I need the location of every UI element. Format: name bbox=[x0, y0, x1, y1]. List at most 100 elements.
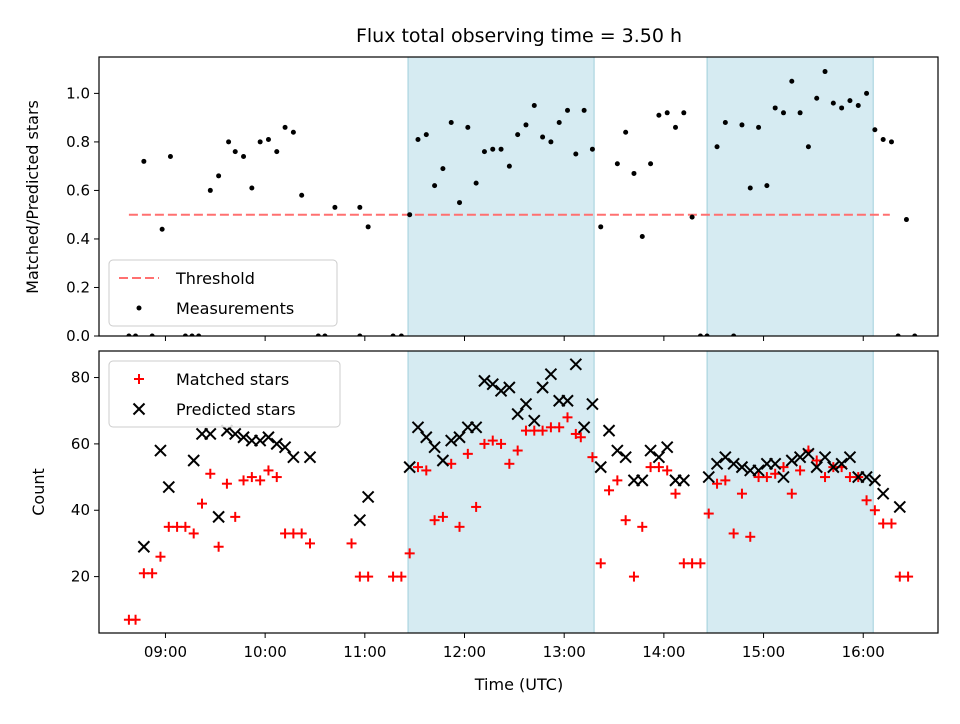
matched-star-point bbox=[147, 568, 158, 579]
matched-star-point bbox=[670, 488, 681, 499]
legend-box bbox=[108, 259, 338, 327]
measurement-point bbox=[689, 214, 695, 220]
axes-frame bbox=[98, 350, 939, 634]
observing-span-2 bbox=[706, 350, 874, 634]
measurement-point bbox=[864, 90, 870, 96]
measurement-point bbox=[722, 120, 728, 126]
measurement-point bbox=[548, 139, 554, 145]
plot-area bbox=[123, 358, 914, 625]
predicted-star-point bbox=[827, 460, 840, 474]
predicted-star-point bbox=[577, 421, 591, 434]
y-tick-label: 40 bbox=[71, 501, 90, 519]
series-matched-stars bbox=[123, 412, 914, 625]
matched-star-point bbox=[471, 501, 482, 512]
matched-star-point bbox=[612, 475, 623, 486]
legend-predicted-label: Predicted stars bbox=[176, 400, 296, 419]
matched-star-point bbox=[246, 472, 257, 483]
matched-star-point bbox=[238, 475, 249, 486]
matched-star-point bbox=[155, 551, 166, 562]
measurement-point bbox=[531, 103, 537, 109]
measurement-point bbox=[423, 132, 429, 138]
predicted-star-point bbox=[602, 424, 616, 437]
predicted-star-point-b bbox=[503, 381, 516, 394]
matched-star-point bbox=[437, 511, 448, 522]
predicted-star-point-b bbox=[544, 368, 558, 381]
matched-star-point bbox=[637, 521, 648, 532]
legend: Threshold Measurements bbox=[108, 259, 338, 327]
matched-star-point bbox=[346, 538, 357, 549]
x-tick-label: 10:00 bbox=[244, 643, 287, 661]
measurement-point bbox=[357, 204, 363, 210]
predicted-star-point-b bbox=[137, 540, 151, 553]
predicted-star-point-b bbox=[843, 450, 857, 464]
measurement-point bbox=[847, 98, 853, 104]
measurement-point bbox=[880, 136, 886, 142]
predicted-star-point bbox=[262, 431, 275, 444]
matched-star-point bbox=[720, 475, 731, 486]
matched-star-point bbox=[786, 488, 797, 499]
predicted-star-point bbox=[253, 434, 267, 447]
legend-predicted-swatch-b bbox=[132, 402, 146, 416]
predicted-star-point-b bbox=[818, 450, 832, 464]
predicted-star-point-b bbox=[187, 454, 200, 467]
predicted-star-point-b bbox=[154, 444, 167, 457]
measurement-point bbox=[473, 180, 479, 186]
predicted-star-point bbox=[469, 421, 483, 434]
predicted-star-point bbox=[353, 513, 367, 527]
predicted-star-point-b bbox=[835, 457, 848, 471]
legend: Matched stars Predicted stars bbox=[108, 360, 341, 428]
measurement-point bbox=[764, 183, 770, 189]
x-tick-label: 13:00 bbox=[543, 643, 586, 661]
x-tick-label: 11:00 bbox=[343, 643, 386, 661]
x-tick-label: 14:00 bbox=[642, 643, 685, 661]
predicted-star-point-b bbox=[785, 454, 799, 467]
predicted-star-point bbox=[702, 470, 715, 484]
legend-predicted-swatch bbox=[132, 402, 146, 416]
matched-star-point bbox=[446, 458, 457, 469]
measurement-point bbox=[797, 110, 803, 116]
measurement-point bbox=[697, 333, 703, 336]
measurement-point bbox=[398, 333, 404, 336]
predicted-star-point bbox=[287, 450, 300, 464]
measurement-point bbox=[448, 120, 454, 126]
measurement-point bbox=[189, 333, 195, 336]
measurement-point bbox=[805, 144, 811, 150]
measurement-point bbox=[506, 163, 512, 169]
measurement-point bbox=[772, 105, 778, 111]
measurement-point bbox=[888, 139, 894, 145]
predicted-star-point-b bbox=[893, 500, 906, 514]
predicted-star-point-b bbox=[727, 457, 740, 471]
predicted-star-point-b bbox=[619, 450, 632, 464]
measurement-point bbox=[664, 110, 670, 116]
predicted-star-point bbox=[519, 397, 533, 411]
matched-star-point bbox=[604, 485, 615, 496]
predicted-star-point bbox=[403, 460, 416, 474]
predicted-star-point-b bbox=[660, 441, 674, 454]
predicted-star-point-b bbox=[860, 470, 873, 484]
predicted-star-point-b bbox=[719, 450, 732, 464]
matched-star-point bbox=[903, 571, 914, 582]
predicted-star-point bbox=[710, 457, 724, 471]
y-tick-label: 1.0 bbox=[66, 84, 90, 102]
predicted-star-point bbox=[768, 457, 782, 471]
matched-star-point bbox=[504, 458, 515, 469]
legend-threshold-label: Threshold bbox=[175, 269, 255, 288]
predicted-star-point bbox=[793, 450, 807, 464]
measurement-point bbox=[241, 153, 247, 159]
predicted-star-point-b bbox=[511, 407, 524, 421]
predicted-star-point-b bbox=[162, 480, 175, 494]
predicted-star-point bbox=[536, 381, 549, 394]
measurement-point bbox=[282, 124, 288, 130]
top-panel: 0.0 0.2 0.4 0.6 0.8 1.0 Threshold Measurements bbox=[66, 56, 939, 345]
matched-star-point bbox=[869, 505, 880, 516]
predicted-star-point bbox=[719, 450, 732, 464]
predicted-star-point bbox=[868, 474, 882, 487]
matched-star-point bbox=[820, 472, 831, 483]
matched-star-point bbox=[304, 538, 315, 549]
matched-star-point bbox=[886, 518, 897, 529]
x-tick-label: 12:00 bbox=[443, 643, 486, 661]
measurement-point bbox=[895, 333, 901, 336]
measurement-point bbox=[159, 226, 165, 232]
predicted-star-point-b bbox=[361, 490, 375, 504]
y-tick-label: 0.4 bbox=[66, 230, 90, 248]
